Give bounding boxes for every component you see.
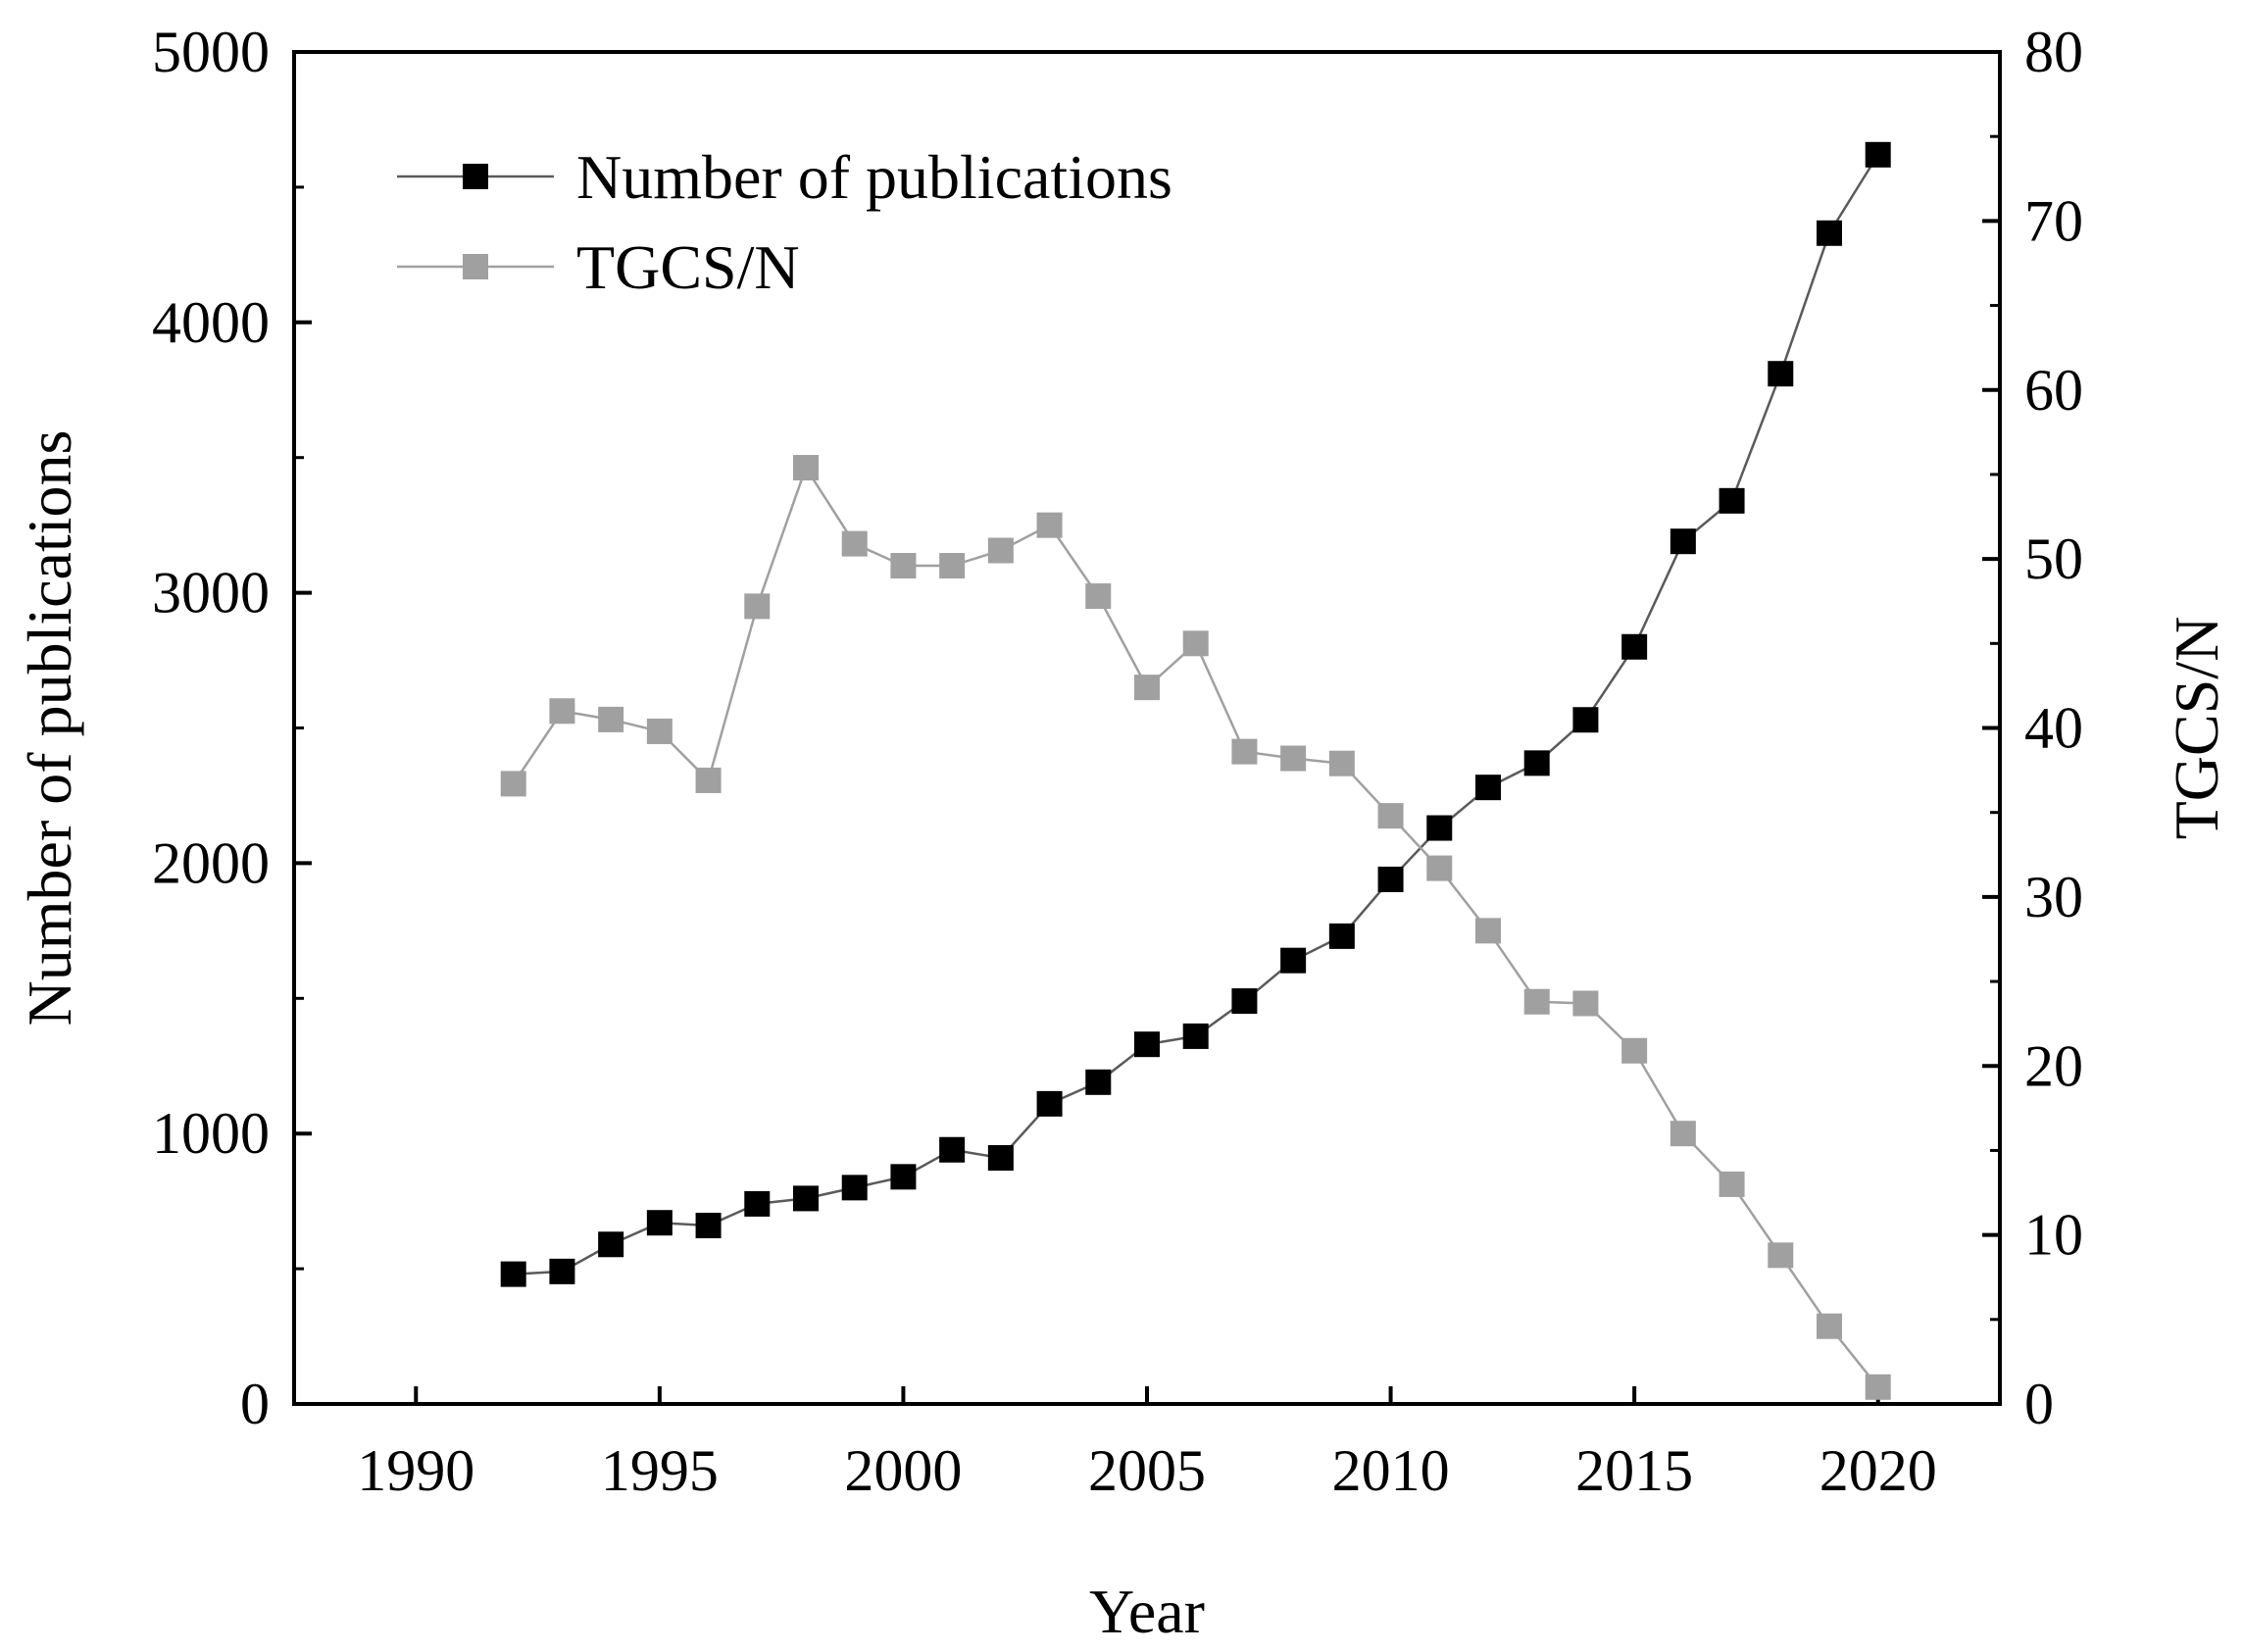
legend-label-publications: Number of publications [576,142,1172,212]
point-tgcs [1231,738,1258,765]
y2-tick-label: 40 [2024,696,2083,761]
point-publications [598,1231,624,1258]
point-tgcs [1182,630,1209,657]
point-publications [987,1145,1014,1172]
point-tgcs [646,718,673,744]
x-tick-label: 2015 [1575,1438,1693,1503]
point-publications [1865,141,1891,168]
legend-marker-tgcs [463,254,488,279]
point-tgcs [793,455,819,481]
x-tick-label: 2020 [1819,1438,1937,1503]
point-tgcs [1523,988,1550,1015]
point-tgcs [1670,1121,1696,1147]
labels-layer: Year Number of publications TGCS/N [15,430,2231,1646]
y-axis-title: Number of publications [15,430,84,1026]
point-tgcs [939,553,966,579]
y-tick-label: 5000 [152,20,270,84]
point-tgcs [695,767,722,793]
y2-tick-label: 50 [2024,526,2083,591]
point-publications [1572,707,1599,733]
point-tgcs [1328,750,1355,776]
point-tgcs [1280,745,1307,772]
point-publications [500,1261,526,1287]
point-tgcs [1817,1313,1842,1339]
y-tick-label: 1000 [152,1101,270,1166]
series-line-publications [513,154,1879,1276]
point-publications [890,1164,917,1190]
point-tgcs [1719,1171,1745,1197]
point-publications [1231,988,1258,1015]
point-tgcs [1377,803,1404,829]
y-tick-label: 0 [240,1372,270,1436]
point-publications [1817,220,1842,246]
point-publications [1475,775,1501,801]
point-tgcs [1475,918,1501,944]
legend: Number of publications TGCS/N [397,142,1172,302]
point-tgcs [744,593,771,620]
y2-tick-label: 0 [2024,1372,2054,1436]
point-tgcs [890,553,917,579]
point-publications [1134,1031,1160,1058]
y2-tick-label: 60 [2024,358,2083,423]
point-publications [1036,1090,1063,1117]
y-tick-label: 4000 [152,290,270,355]
x-tick-label: 2010 [1332,1438,1450,1503]
point-publications [1328,923,1355,949]
point-publications [1719,487,1745,514]
point-tgcs [1572,990,1599,1017]
point-tgcs [1426,855,1453,881]
legend-label-tgcs: TGCS/N [576,232,800,302]
x-tick-label: 2005 [1088,1438,1206,1503]
y-tick-label: 3000 [152,561,270,626]
y2-tick-label: 70 [2024,188,2083,253]
point-publications [1377,866,1404,892]
point-tgcs [1036,512,1063,538]
point-tgcs [549,698,575,725]
point-publications [549,1258,575,1284]
point-publications [841,1175,868,1201]
point-publications [1768,361,1794,387]
series-line-tgcs [512,465,1879,1388]
x-tick-label: 1990 [357,1438,474,1503]
y2-tick-label: 10 [2024,1203,2083,1268]
point-publications [1621,633,1648,660]
point-tgcs [1621,1037,1648,1064]
point-tgcs [841,530,868,557]
point-publications [744,1190,771,1217]
ticks-layer: 1990 1995 2000 2005 2010 2015 2020010002000300… [152,20,2083,1503]
point-publications [939,1136,966,1163]
point-publications [1085,1069,1112,1095]
point-tgcs [1865,1374,1891,1400]
point-tgcs [500,771,526,797]
y2-tick-label: 30 [2024,865,2083,929]
point-publications [1426,815,1453,841]
y2-axis-title: TGCS/N [2162,617,2231,840]
point-tgcs [1085,583,1112,610]
point-publications [1670,528,1696,555]
y-tick-label: 2000 [152,830,270,895]
point-publications [1280,947,1307,974]
point-publications [793,1185,819,1212]
point-tgcs [1768,1242,1794,1269]
point-tgcs [1134,675,1160,701]
point-tgcs [598,706,624,732]
point-publications [1182,1023,1209,1049]
x-tick-label: 1995 [601,1438,719,1503]
point-publications [646,1210,673,1236]
point-publications [1523,750,1550,776]
legend-marker-publications [463,164,488,189]
y2-tick-label: 80 [2024,20,2083,84]
x-axis-title: Year [1089,1577,1205,1646]
x-tick-label: 2000 [844,1438,962,1503]
y2-tick-label: 20 [2024,1033,2083,1098]
point-publications [695,1212,722,1238]
point-tgcs [987,537,1014,564]
plot-frame [292,50,2002,1406]
markers-layer [500,141,1891,1400]
